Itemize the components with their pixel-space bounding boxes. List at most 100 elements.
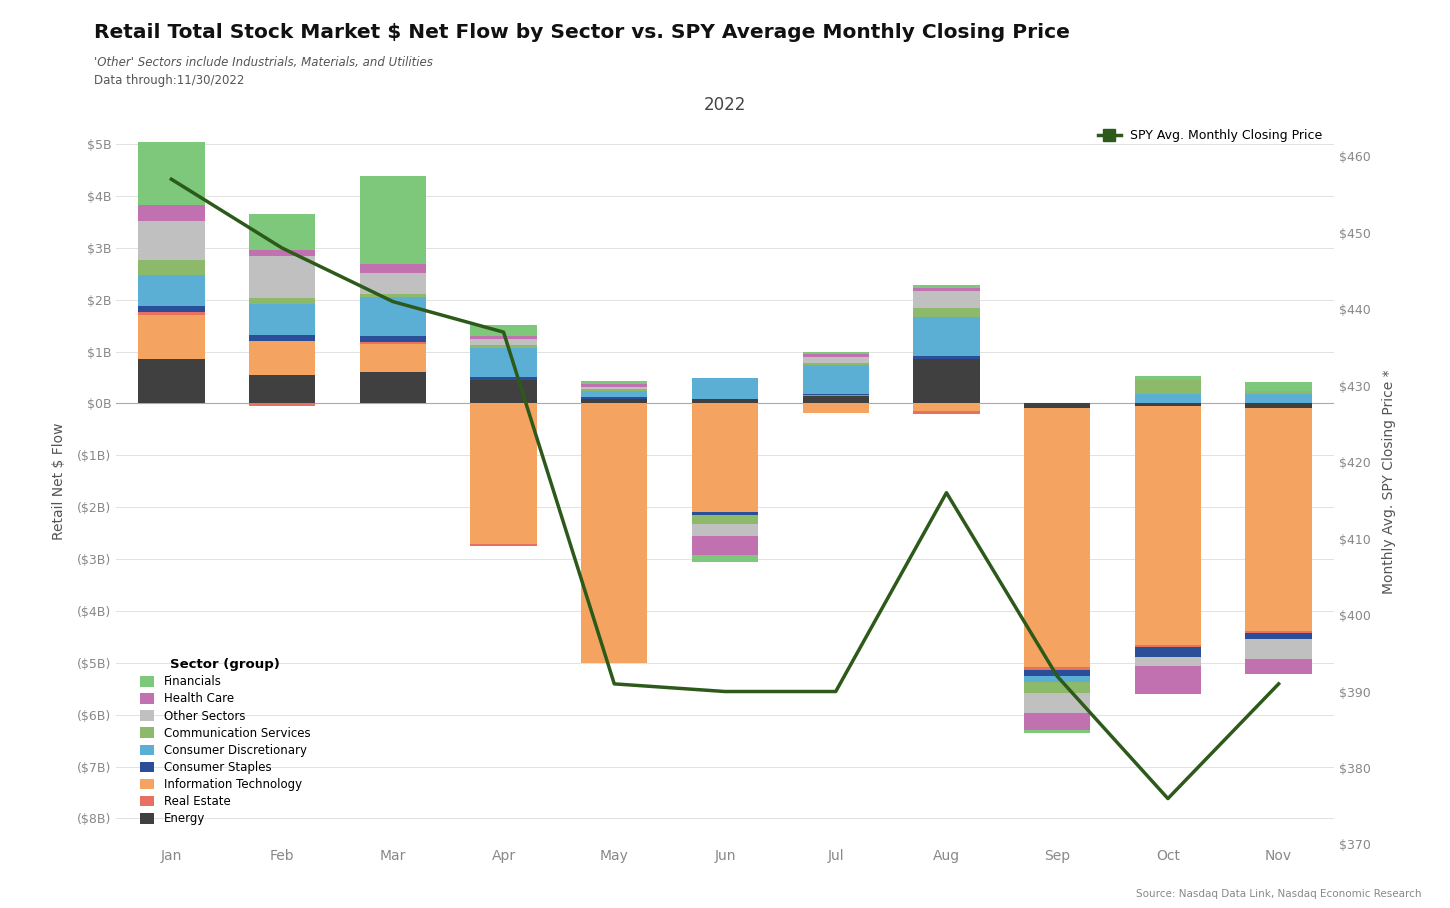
Bar — [1024, 408, 1090, 667]
Bar — [138, 204, 204, 222]
Bar — [581, 403, 648, 663]
Bar — [1024, 730, 1090, 733]
Bar — [1024, 676, 1090, 682]
Bar — [470, 403, 536, 544]
Bar — [581, 388, 648, 390]
Bar — [1246, 403, 1312, 408]
Bar — [360, 342, 426, 344]
Bar — [138, 143, 204, 204]
Text: Retail Total Stock Market $ Net Flow by Sector vs. SPY Average Monthly Closing P: Retail Total Stock Market $ Net Flow by … — [94, 23, 1070, 42]
Bar — [138, 315, 204, 360]
Bar — [249, 213, 315, 250]
Bar — [1024, 667, 1090, 669]
Bar — [1246, 633, 1312, 639]
Bar — [138, 312, 204, 315]
Bar — [914, 291, 980, 308]
Bar — [1024, 713, 1090, 730]
Bar — [470, 339, 536, 345]
Bar — [802, 363, 869, 365]
Bar — [802, 403, 869, 413]
Bar — [1246, 391, 1312, 394]
Bar — [1135, 403, 1201, 406]
Bar — [1246, 408, 1312, 631]
Bar — [360, 294, 426, 297]
Bar — [914, 411, 980, 414]
Text: Data through:11/30/2022: Data through:11/30/2022 — [94, 74, 245, 87]
Bar — [360, 344, 426, 372]
Bar — [802, 396, 869, 403]
Bar — [802, 365, 869, 393]
Legend: Financials, Health Care, Other Sectors, Communication Services, Consumer Discret: Financials, Health Care, Other Sectors, … — [133, 652, 316, 831]
Bar — [692, 524, 758, 536]
Bar — [249, 304, 315, 335]
Bar — [470, 377, 536, 380]
Y-axis label: Retail Net $ Flow: Retail Net $ Flow — [52, 422, 65, 540]
Bar — [1135, 666, 1201, 695]
Bar — [1135, 394, 1201, 403]
Bar — [360, 264, 426, 273]
Bar — [914, 288, 980, 291]
Bar — [1246, 659, 1312, 674]
Bar — [914, 317, 980, 356]
Bar — [914, 360, 980, 403]
Bar — [914, 403, 980, 411]
Bar — [1135, 656, 1201, 666]
Bar — [1246, 381, 1312, 391]
Bar — [360, 297, 426, 336]
Bar — [581, 391, 648, 397]
Bar — [1135, 380, 1201, 394]
Bar — [470, 336, 536, 339]
Bar — [1135, 406, 1201, 645]
Bar — [1246, 394, 1312, 403]
Bar — [470, 349, 536, 377]
Bar — [138, 261, 204, 275]
Bar — [692, 378, 758, 399]
Bar — [581, 400, 648, 403]
Bar — [1024, 669, 1090, 676]
Bar — [470, 544, 536, 546]
Bar — [138, 275, 204, 306]
Bar — [470, 345, 536, 349]
Bar — [249, 250, 315, 256]
Bar — [360, 273, 426, 294]
Bar — [249, 298, 315, 304]
Bar — [581, 397, 648, 399]
Bar — [249, 335, 315, 341]
Bar — [914, 285, 980, 288]
Bar — [249, 256, 315, 298]
Bar — [692, 400, 758, 403]
Bar — [914, 308, 980, 317]
Bar — [1246, 631, 1312, 633]
Bar — [1135, 377, 1201, 380]
Bar — [138, 360, 204, 403]
Y-axis label: Monthly Avg. SPY Closing Price *: Monthly Avg. SPY Closing Price * — [1382, 369, 1396, 594]
Bar — [360, 336, 426, 342]
Bar — [249, 403, 315, 406]
Bar — [1024, 694, 1090, 713]
Bar — [692, 512, 758, 515]
Bar — [581, 384, 648, 388]
Bar — [360, 175, 426, 264]
Bar — [249, 341, 315, 375]
Bar — [138, 306, 204, 312]
Bar — [360, 372, 426, 403]
Bar — [1135, 645, 1201, 647]
Bar — [802, 354, 869, 357]
Bar — [1024, 682, 1090, 694]
Bar — [692, 403, 758, 512]
Bar — [802, 393, 869, 395]
Text: 'Other' Sectors include Industrials, Materials, and Utilities: 'Other' Sectors include Industrials, Mat… — [94, 56, 434, 69]
Bar — [581, 390, 648, 391]
Bar — [249, 375, 315, 403]
Bar — [914, 356, 980, 360]
Title: 2022: 2022 — [703, 95, 747, 114]
Bar — [692, 515, 758, 524]
Bar — [692, 556, 758, 562]
Bar — [470, 380, 536, 403]
Text: Source: Nasdaq Data Link, Nasdaq Economic Research: Source: Nasdaq Data Link, Nasdaq Economi… — [1135, 889, 1421, 899]
Bar — [1135, 647, 1201, 656]
Bar — [1246, 639, 1312, 659]
Legend: SPY Avg. Monthly Closing Price: SPY Avg. Monthly Closing Price — [1093, 124, 1328, 147]
Bar — [470, 324, 536, 336]
Bar — [802, 357, 869, 363]
